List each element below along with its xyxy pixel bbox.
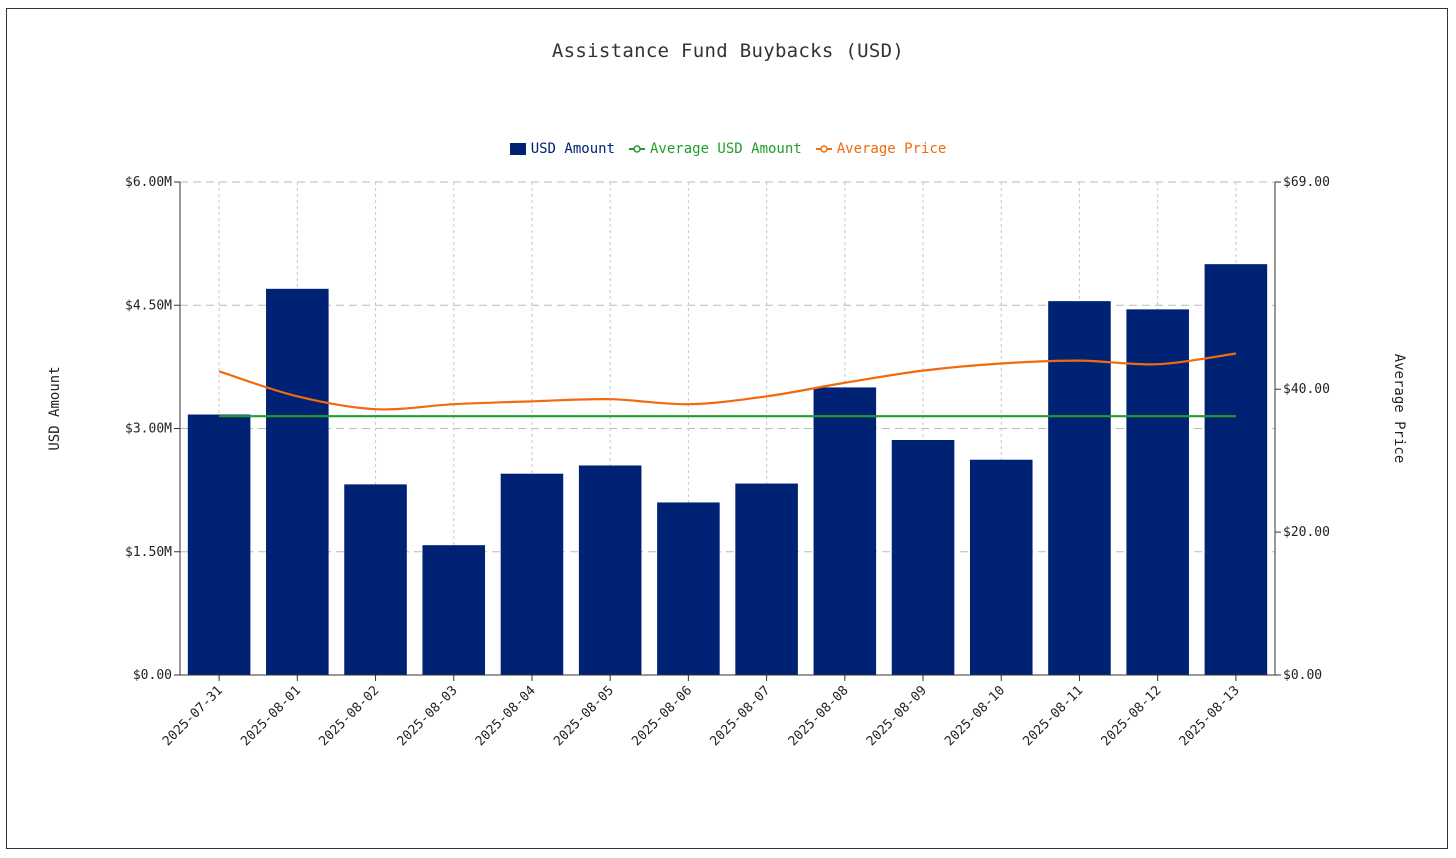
- y2-tick-label: $20.00: [1283, 525, 1330, 540]
- y2-tick-label: $69.00: [1283, 175, 1330, 190]
- y-tick-label: $3.00M: [125, 422, 172, 437]
- x-tick-label: 2025-08-03: [395, 683, 461, 749]
- x-tick-label: 2025-07-31: [160, 683, 226, 749]
- bar-2025-08-05[interactable]: [578, 465, 642, 675]
- x-tick-label: 2025-08-08: [786, 683, 852, 749]
- x-tick-label: 2025-08-13: [1177, 683, 1243, 749]
- y2-tick-label: $0.00: [1283, 668, 1322, 683]
- bar-2025-08-09[interactable]: [891, 440, 955, 675]
- y-tick-label: $4.50M: [125, 298, 172, 313]
- bar-2025-08-04[interactable]: [500, 473, 564, 675]
- bar-2025-08-08[interactable]: [813, 387, 877, 675]
- legend-swatch-average-usd-amount: [629, 145, 645, 153]
- x-tick-label: 2025-08-05: [551, 683, 617, 749]
- legend-swatch-average-price: [815, 145, 832, 153]
- x-tick-label: 2025-08-02: [316, 683, 382, 749]
- chart-title: Assistance Fund Buybacks (USD): [551, 40, 905, 62]
- bar-2025-08-10[interactable]: [969, 459, 1033, 675]
- legend: USD Amount Average USD Amount Average Pr…: [0, 141, 1456, 157]
- bar-2025-08-06[interactable]: [657, 502, 720, 675]
- y2-tick-label: $40.00: [1283, 382, 1330, 397]
- y-tick-label: $6.00M: [125, 175, 172, 190]
- bar-2025-08-02[interactable]: [344, 484, 407, 675]
- bar-2025-08-07[interactable]: [735, 483, 798, 675]
- x-tick-label: 2025-08-09: [864, 683, 930, 749]
- legend-label-usd-amount: USD Amount: [530, 141, 615, 157]
- y-tick-label: $1.50M: [125, 545, 172, 560]
- legend-item-average-price[interactable]: Average Price: [815, 141, 947, 157]
- legend-label-average-usd-amount: Average USD Amount: [650, 141, 802, 157]
- bar-2025-08-03[interactable]: [422, 545, 486, 675]
- legend-swatch-usd-amount: [509, 143, 526, 155]
- x-tick-label: 2025-08-07: [707, 683, 773, 749]
- bar-2025-08-11[interactable]: [1048, 301, 1111, 675]
- x-tick-label: 2025-08-11: [1020, 683, 1086, 749]
- bar-2025-08-13[interactable]: [1204, 264, 1268, 675]
- y-axis-title: USD Amount: [47, 366, 63, 450]
- x-tick-label: 2025-08-06: [629, 683, 695, 749]
- x-tick-label: 2025-08-10: [942, 683, 1008, 749]
- bar-2025-08-12[interactable]: [1126, 309, 1189, 675]
- bar-2025-08-01[interactable]: [266, 288, 329, 675]
- bar-2025-07-31[interactable]: [187, 414, 251, 675]
- legend-item-average-usd-amount[interactable]: Average USD Amount: [629, 141, 802, 157]
- x-tick-label: 2025-08-01: [238, 683, 304, 749]
- legend-label-average-price: Average Price: [836, 141, 947, 157]
- x-tick-label: 2025-08-12: [1099, 683, 1165, 749]
- legend-item-usd-amount[interactable]: USD Amount: [509, 141, 615, 157]
- x-tick-label: 2025-08-04: [473, 683, 539, 749]
- y2-axis-title: Average Price: [1391, 354, 1407, 464]
- line-average-price[interactable]: [218, 352, 1237, 411]
- y-tick-label: $0.00: [133, 668, 172, 683]
